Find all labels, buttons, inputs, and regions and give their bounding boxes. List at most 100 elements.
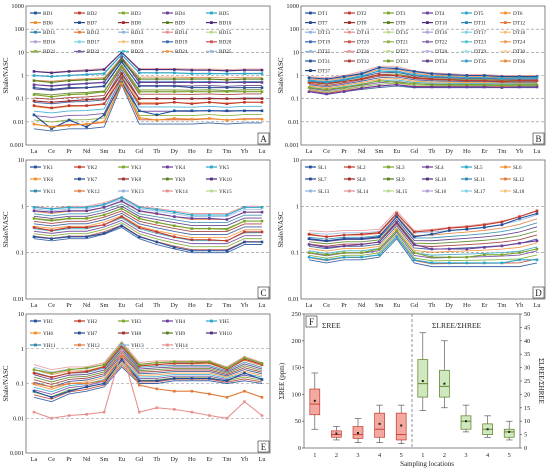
data-point (243, 357, 246, 361)
data-point (102, 382, 106, 385)
legend-marker (210, 319, 213, 323)
data-point (208, 81, 211, 84)
data-point (120, 199, 123, 203)
series-line-YK1 (33, 225, 262, 252)
legend-marker (166, 40, 169, 44)
series-line (308, 238, 538, 268)
series-line-SL2 (308, 210, 538, 238)
legend-label: DT2 (357, 11, 367, 17)
legend-label: SL13 (318, 189, 330, 195)
y-axis-label: ΣREE (ppm) (278, 362, 286, 399)
x-tick-label: Sm (100, 302, 109, 309)
data-point (137, 77, 141, 81)
x-tick-label: Gd (135, 456, 144, 463)
series-line (308, 227, 538, 253)
data-point (32, 74, 36, 77)
legend-label: BD17 (87, 40, 100, 46)
data-point (483, 85, 486, 89)
panel-letter-box (257, 286, 270, 299)
data-point (243, 100, 246, 104)
legend-label: YH8 (131, 331, 141, 337)
x-tick-label: Nd (358, 302, 367, 309)
data-point (377, 84, 381, 88)
legend-label: DT32 (357, 59, 370, 65)
legend-label: BD6 (43, 20, 53, 26)
data-point (535, 209, 539, 213)
x-tick-label: La (306, 302, 313, 309)
data-point (120, 344, 123, 348)
data-point (243, 90, 246, 93)
data-point (85, 382, 88, 385)
data-point (535, 76, 539, 80)
data-point (483, 83, 486, 87)
data-point (360, 251, 363, 254)
data-point (412, 230, 416, 234)
legend-label: SL11 (474, 177, 485, 183)
data-point (32, 206, 36, 209)
series-line (308, 78, 537, 89)
y-tick-label: 10 (293, 157, 299, 164)
data-point (448, 226, 451, 230)
series-line (308, 65, 537, 79)
data-point (360, 83, 363, 87)
legend-marker (426, 59, 429, 63)
series-line (308, 223, 538, 247)
series-line-DT2 (308, 73, 537, 85)
legend-label: YK10 (219, 177, 232, 183)
legend-marker (166, 189, 169, 193)
data-point (137, 226, 141, 229)
data-point (208, 249, 211, 253)
legend-marker (210, 30, 213, 34)
legend-marker (504, 50, 507, 53)
data-point (430, 85, 434, 89)
legend-marker (34, 165, 37, 169)
series-line (308, 210, 538, 233)
data-point (50, 385, 53, 389)
y-tick-label: 0.001 (285, 142, 299, 149)
data-point (173, 84, 176, 88)
y-tick-label: 0.01 (13, 119, 24, 126)
series-line-SL3 (308, 229, 538, 258)
data-point (155, 230, 159, 234)
box-iqr (460, 415, 472, 430)
y-right-tick-label: 50 (524, 311, 530, 318)
y-tick-label: 0.1 (291, 96, 299, 103)
data-point (243, 389, 246, 393)
legend-marker (426, 189, 429, 193)
series-line (33, 348, 263, 380)
data-point (518, 85, 521, 89)
data-point (225, 118, 229, 122)
data-point (395, 229, 398, 232)
series-line (308, 79, 537, 90)
data-point (173, 215, 176, 218)
data-point (243, 356, 246, 360)
x-tick-label: Gd (410, 148, 419, 155)
data-point (307, 90, 311, 93)
data-point (32, 371, 36, 375)
x-tick-label: Ho (188, 456, 196, 463)
data-point (173, 362, 176, 365)
data-point (190, 86, 194, 89)
panel-letter: B (535, 134, 541, 144)
data-point (483, 76, 486, 80)
legend-label: BD25 (219, 49, 232, 55)
x-tick-label: 3 (464, 452, 467, 459)
data-point (120, 196, 123, 199)
data-point (377, 79, 381, 82)
y-tick-label: 0.1 (291, 250, 299, 257)
x-tick-label: Yb (241, 302, 249, 309)
y-tick-label: 150 (292, 365, 301, 372)
y-axis-label: Shale/NASC (2, 57, 10, 94)
data-point (155, 221, 159, 224)
data-point (155, 387, 159, 391)
legend-label: DT28 (435, 49, 448, 55)
x-tick-label: Ce (48, 148, 55, 155)
data-point (137, 81, 141, 84)
data-point (342, 251, 346, 254)
data-point (85, 366, 88, 370)
x-tick-label: 3 (356, 452, 359, 459)
data-point (518, 83, 521, 87)
data-point (102, 203, 106, 206)
data-point (120, 82, 123, 85)
y-tick-label: 0.1 (16, 250, 24, 257)
